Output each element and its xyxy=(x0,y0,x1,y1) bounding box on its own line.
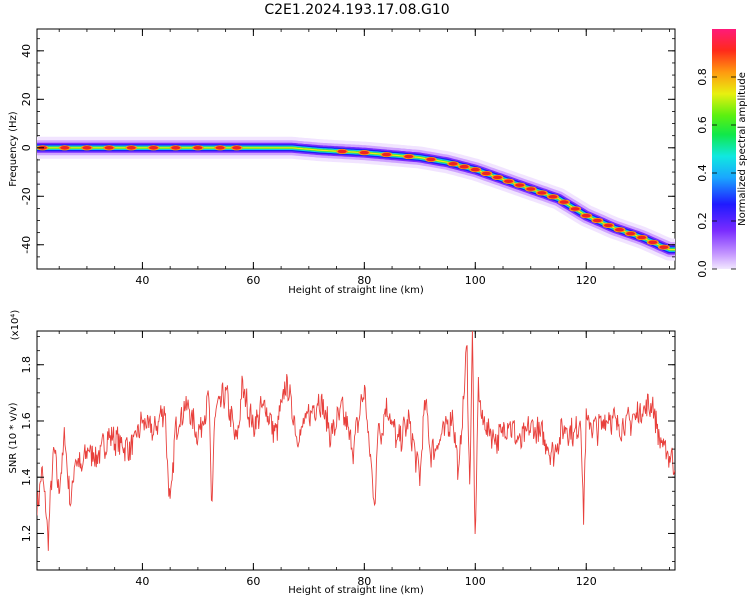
colorbar-tick-label: 0.2 xyxy=(696,212,709,230)
ridge-peak-marker xyxy=(232,145,242,150)
x-tick-label: 60 xyxy=(246,575,260,588)
ridge-peak-marker xyxy=(504,179,514,184)
x-tick-label: 100 xyxy=(465,274,486,287)
snr-y-label: SNR (10 * v/v) xyxy=(8,402,19,473)
x-tick-label: 40 xyxy=(135,575,149,588)
snr-x-ticks: 40 60 80 100 120 xyxy=(58,331,670,588)
ridge-peak-marker xyxy=(104,145,114,150)
ridge-peak-marker xyxy=(581,213,591,218)
y-tick-label: 20 xyxy=(20,92,33,106)
ridge-peak-marker xyxy=(193,145,203,150)
ridge-peak-marker xyxy=(615,227,625,232)
ridge-peak-marker xyxy=(559,200,569,204)
ridge-peak-marker xyxy=(637,235,647,240)
x-tick-label: 120 xyxy=(576,575,597,588)
ridge-peak-marker xyxy=(359,150,369,155)
x-tick-label: 40 xyxy=(135,274,149,287)
colorbar-tick-label: 0.0 xyxy=(696,260,709,278)
colorbar-ticks: 0.0 0.2 0.4 0.6 0.8 xyxy=(696,68,736,278)
x-tick-label: 80 xyxy=(357,274,371,287)
spectrogram-y-label: Frequency (Hz) xyxy=(8,111,19,187)
ridge-peak-marker xyxy=(570,207,580,211)
ridge-peak-marker xyxy=(337,149,347,154)
snr-frame xyxy=(36,330,676,571)
ridge-peak-marker xyxy=(459,164,469,169)
ridge-peak-marker xyxy=(426,157,436,162)
snr-y-tick-label: 1.2 xyxy=(20,525,33,543)
colorbar-gradient xyxy=(712,29,736,269)
ridge-peak-marker xyxy=(659,245,669,249)
figure-title: C2E1.2024.193.17.08.G10 xyxy=(264,2,449,18)
colorbar-tick-label: 0.4 xyxy=(696,164,709,182)
snr-line xyxy=(37,331,675,551)
ridge-peak-marker xyxy=(515,183,525,187)
colorbar-tick-label: 0.6 xyxy=(696,116,709,134)
ridge-peak-marker xyxy=(592,218,602,223)
ridge-peak-marker xyxy=(526,187,536,191)
snr-y-ticks: 1.2 1.4 1.6 1.8 xyxy=(20,336,675,562)
x-tick-label: 100 xyxy=(465,575,486,588)
snr-y-tick-label: 1.6 xyxy=(20,412,33,430)
ridge-peak-marker xyxy=(470,167,480,172)
snr-x-label: Height of straight line (km) xyxy=(288,585,424,596)
ridge-peak-marker xyxy=(126,145,136,150)
ridge-peak-marker xyxy=(481,171,491,176)
y-tick-label: 40 xyxy=(20,44,33,58)
x-tick-label: 60 xyxy=(246,274,260,287)
ridge-peak-marker xyxy=(171,145,181,150)
x-tick-label: 80 xyxy=(357,575,371,588)
ridge-peak-marker xyxy=(448,161,458,166)
snr-y-multiplier: (x10⁴) xyxy=(10,310,21,341)
ridge-peak-marker xyxy=(382,152,392,157)
spectrogram-x-ticks: 40 60 80 100 120 xyxy=(58,29,670,287)
ridge-peak-marker xyxy=(60,145,70,150)
y-tick-label: -20 xyxy=(20,187,33,205)
x-tick-label: 120 xyxy=(576,274,597,287)
spectral-ridge xyxy=(37,136,675,261)
ridge-peak-marker xyxy=(82,145,92,150)
ridge-peak-marker xyxy=(492,175,502,180)
snr-y-tick-label: 1.8 xyxy=(20,356,33,374)
ridge-peak-marker xyxy=(603,223,613,228)
spectrogram-y-ticks: -40 -20 0 20 40 xyxy=(20,38,675,258)
y-tick-label: -40 xyxy=(20,236,33,254)
ridge-peak-marker xyxy=(626,231,636,236)
colorbar-tick-label: 0.8 xyxy=(696,68,709,86)
y-tick-label: 0 xyxy=(20,144,33,151)
ridge-peak-marker xyxy=(215,145,225,150)
ridge-peak-marker xyxy=(537,191,547,195)
colorbar-label: Normalized spectral amplitude xyxy=(737,72,748,226)
spectrogram-x-label: Height of straight line (km) xyxy=(288,285,424,296)
ridge-peak-marker xyxy=(404,154,414,159)
ridge-peak-marker xyxy=(548,194,558,199)
colorbar: 0.0 0.2 0.4 0.6 0.8 Normalized spectral ampl… xyxy=(696,29,748,278)
ridge-peak-marker xyxy=(149,145,159,150)
spectrogram-panel: 40 60 80 100 120 -40 -20 0 20 40 Height of strai… xyxy=(8,28,676,296)
snr-panel: 40 60 80 100 120 1.2 1.4 1.6 1.8 Height of stra… xyxy=(8,310,676,596)
ridge-core xyxy=(37,147,675,251)
snr-y-tick-label: 1.4 xyxy=(20,468,33,486)
ridge-peak-marker xyxy=(648,240,658,245)
